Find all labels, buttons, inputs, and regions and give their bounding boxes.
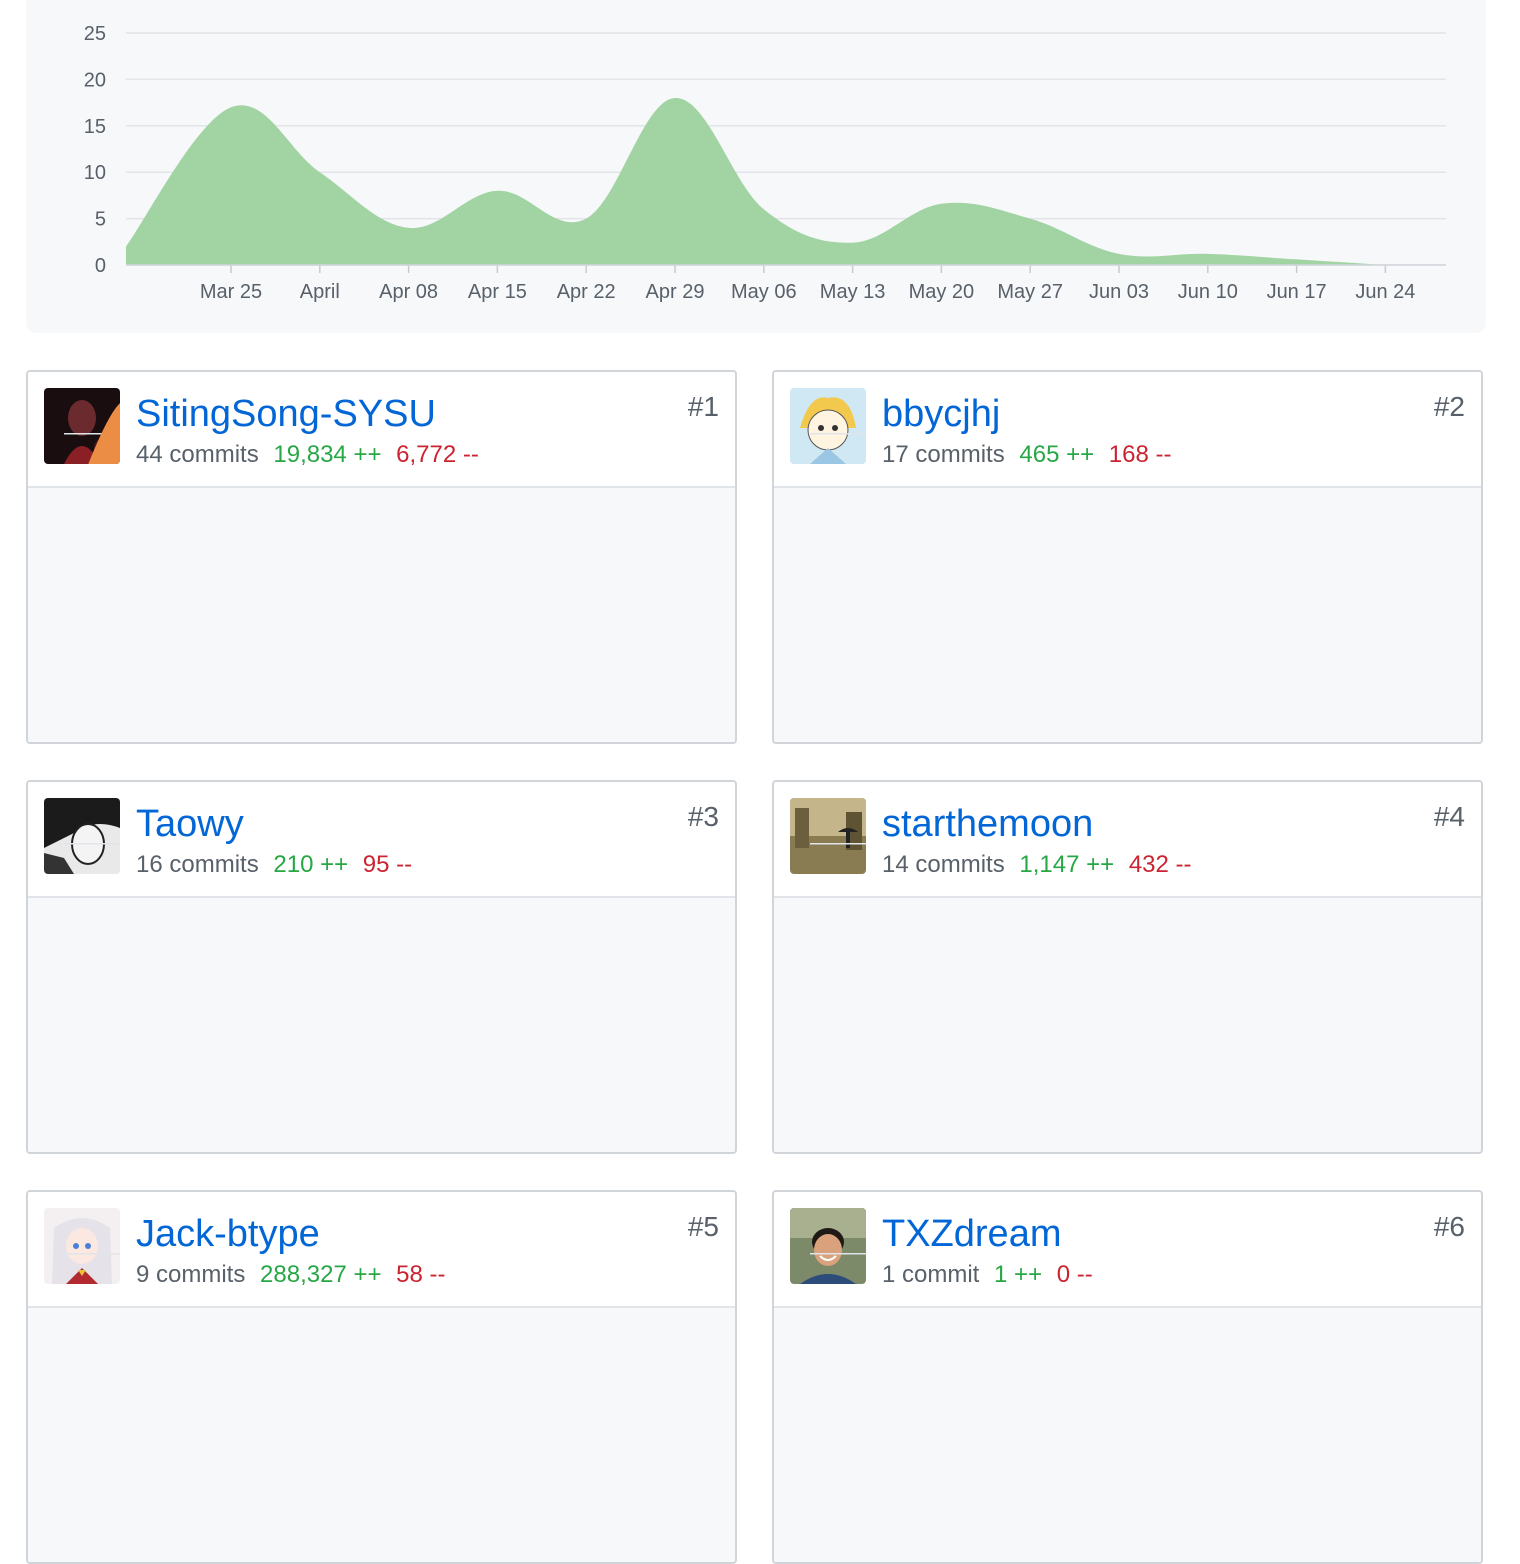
additions-count: 288,327 ++ (260, 1261, 382, 1288)
commit-count[interactable]: 16 commits (136, 851, 259, 878)
contributor-username-link[interactable]: SitingSong-SYSU (136, 393, 436, 435)
additions-count: 1 ++ (994, 1261, 1043, 1288)
x-tick-label: Apr 15 (468, 281, 527, 303)
contributor-commit-chart (774, 1308, 1483, 1564)
contributor-chart-area (774, 1308, 1481, 1562)
deletions-count: 95 -- (362, 851, 413, 878)
x-tick-label: May 06 (731, 281, 797, 303)
overall-contributions-chart: 0 5 10 15 20 25 Mar 25 April Apr 08 Apr 15 Apr 22 A… (84, 23, 1446, 303)
x-tick-label: Apr 29 (646, 281, 705, 303)
additions-count: 19,834 ++ (273, 441, 382, 468)
y-tick-label: 20 (84, 69, 106, 91)
y-tick-label: 5 (95, 209, 106, 231)
contributor-rank: #5 (687, 1211, 719, 1242)
x-tick-label: May 13 (820, 281, 886, 303)
contributor-commit-chart (774, 898, 1483, 1154)
contributor-rank: #4 (1433, 801, 1465, 832)
overall-contributions-panel: 0 5 10 15 20 25 Mar 25 April Apr 08 Apr 15 Apr 22 A… (26, 0, 1486, 333)
commit-count[interactable]: 14 commits (882, 851, 1005, 878)
contributor-commit-chart (28, 898, 737, 1154)
y-tick-label: 10 (84, 162, 106, 184)
y-tick-label: 15 (84, 116, 106, 138)
contributor-commit-chart (774, 488, 1483, 744)
deletions-count: 432 -- (1128, 851, 1192, 878)
x-tick-label: April (300, 281, 340, 303)
contributor-stats: 16 commits 210 ++ 95 -- (136, 850, 412, 880)
contributor-username-link[interactable]: TXZdream (882, 1213, 1062, 1255)
x-tick-label: Mar 25 (200, 281, 262, 303)
contributor-stats: 17 commits 465 ++ 168 -- (882, 440, 1172, 470)
overall-commit-area (126, 97, 1386, 265)
commit-count[interactable]: 9 commits (136, 1261, 246, 1288)
contributor-chart-area (28, 488, 735, 742)
x-tick-label: Apr 08 (379, 281, 438, 303)
contributor-username-link[interactable]: starthemoon (882, 803, 1094, 845)
commit-count[interactable]: 44 commits (136, 441, 259, 468)
contributor-username-link[interactable]: Taowy (136, 803, 244, 845)
contributor-rank: #1 (687, 391, 719, 422)
contributor-chart-area (774, 488, 1481, 742)
contributor-rank: #3 (687, 801, 719, 832)
x-tick-label: May 27 (997, 281, 1063, 303)
x-tick-label: Jun 17 (1267, 281, 1327, 303)
contributor-rank: #2 (1433, 391, 1465, 422)
contributor-stats: 14 commits 1,147 ++ 432 -- (882, 850, 1192, 880)
contributor-stats: 9 commits 288,327 ++ 58 -- (136, 1260, 446, 1290)
x-tick-label: Jun 24 (1355, 281, 1415, 303)
additions-count: 1,147 ++ (1019, 851, 1115, 878)
deletions-count: 0 -- (1056, 1261, 1093, 1288)
contributor-username-link[interactable]: Jack-btype (136, 1213, 320, 1255)
y-tick-label: 25 (84, 23, 106, 45)
contributor-chart-area (774, 898, 1481, 1152)
contributor-commit-area (88, 403, 120, 464)
contributor-commit-chart (28, 488, 737, 744)
contributor-stats: 44 commits 19,834 ++ 6,772 -- (136, 440, 479, 470)
x-tick-label: Apr 22 (557, 281, 616, 303)
contributor-commit-chart (28, 1308, 737, 1564)
additions-count: 210 ++ (273, 851, 349, 878)
contributor-chart-area (28, 898, 735, 1152)
additions-count: 465 ++ (1019, 441, 1095, 468)
commit-count[interactable]: 1 commit (882, 1261, 980, 1288)
y-tick-label: 0 (95, 255, 106, 277)
x-tick-label: Jun 10 (1178, 281, 1238, 303)
contributor-chart-area (28, 1308, 735, 1562)
x-tick-label: Jun 03 (1089, 281, 1149, 303)
deletions-count: 6,772 -- (396, 441, 479, 468)
deletions-count: 168 -- (1108, 441, 1172, 468)
commit-count[interactable]: 17 commits (882, 441, 1005, 468)
contributor-stats: 1 commit 1 ++ 0 -- (882, 1260, 1093, 1290)
contributor-username-link[interactable]: bbycjhj (882, 393, 1001, 435)
deletions-count: 58 -- (396, 1261, 446, 1288)
x-tick-label: May 20 (909, 281, 975, 303)
contributor-rank: #6 (1433, 1211, 1465, 1242)
